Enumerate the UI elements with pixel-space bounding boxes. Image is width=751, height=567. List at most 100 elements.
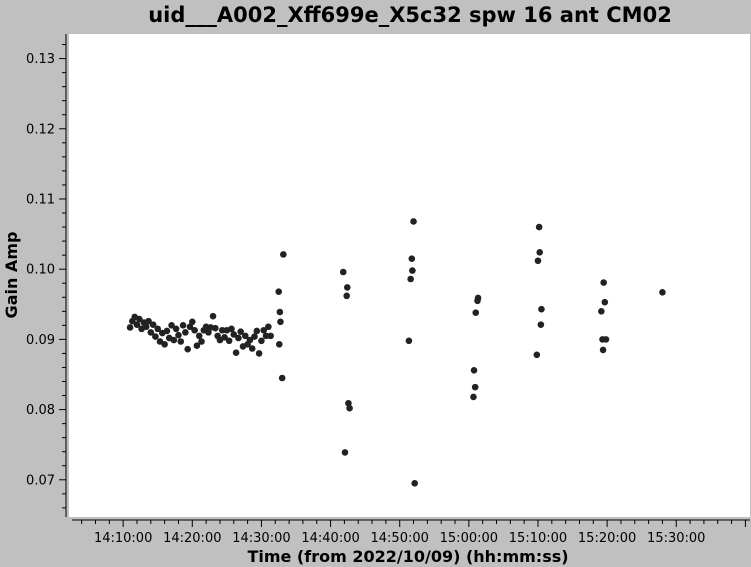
y-tick-label: 0.08	[26, 403, 55, 418]
x-tick-label: 14:40:00	[301, 531, 359, 546]
data-point	[209, 312, 217, 320]
x-axis: 14:10:00 14:20:00 14:30:00 14:40:00 14:50:00…	[72, 519, 750, 546]
y-axis-label: Gain Amp	[2, 232, 21, 319]
data-point	[408, 255, 416, 262]
data-point	[411, 480, 418, 487]
data-point	[168, 322, 175, 329]
data-point	[182, 329, 189, 336]
data-point	[188, 318, 196, 326]
data-point	[163, 327, 171, 335]
data-point	[195, 332, 203, 340]
data-point	[145, 317, 152, 325]
x-tick-label: 15:20:00	[578, 531, 636, 546]
data-point	[179, 322, 187, 329]
data-point	[228, 325, 235, 333]
y-tick-label: 0.09	[26, 333, 55, 348]
data-point	[339, 268, 347, 276]
data-point	[345, 399, 352, 407]
data-point	[537, 321, 545, 328]
data-point	[275, 340, 283, 348]
data-point	[184, 345, 191, 353]
data-point	[212, 324, 219, 332]
y-tick-label: 0.07	[26, 473, 55, 488]
data-point	[471, 383, 479, 391]
y-axis: 0.07 0.08 0.09 0.10 0.11 0.12 0.13	[26, 34, 67, 517]
data-point	[175, 331, 182, 339]
data-point	[230, 331, 238, 338]
data-points	[126, 218, 666, 487]
x-axis-label: Time (from 2022/10/09) (hh:mm:ss)	[247, 547, 568, 566]
data-point	[405, 337, 413, 345]
data-point	[235, 334, 242, 342]
data-point	[343, 292, 351, 300]
data-point	[341, 449, 349, 456]
data-point	[260, 326, 268, 334]
data-point	[275, 288, 283, 295]
data-point	[205, 329, 212, 336]
data-point	[659, 289, 666, 296]
data-point	[253, 327, 261, 335]
data-point	[142, 323, 150, 331]
data-point	[198, 338, 205, 345]
data-point	[538, 305, 545, 313]
data-point	[154, 325, 162, 333]
data-point	[133, 321, 141, 328]
data-point	[135, 315, 143, 323]
data-point	[280, 251, 287, 258]
data-point	[232, 349, 240, 357]
chart-title: uid___A002_Xff699e_X5c32 spw 16 ant CM02	[148, 3, 672, 27]
data-point	[170, 336, 178, 344]
data-point	[535, 223, 543, 231]
x-tick-label: 14:30:00	[232, 531, 290, 546]
data-point	[346, 404, 353, 412]
y-tick-label: 0.12	[26, 122, 55, 137]
data-point	[599, 346, 607, 354]
data-point	[177, 338, 185, 345]
data-point	[147, 329, 155, 336]
data-point	[265, 323, 272, 331]
data-point	[276, 308, 284, 316]
y-tick-label: 0.10	[26, 263, 55, 278]
x-tick-label: 14:50:00	[371, 531, 429, 546]
data-point	[251, 333, 258, 340]
data-point	[470, 366, 478, 374]
x-tick-label: 14:10:00	[94, 531, 152, 546]
data-point	[602, 336, 610, 343]
data-point	[246, 336, 254, 344]
data-point	[600, 279, 607, 286]
y-tick-label: 0.13	[26, 52, 55, 67]
x-tick-label: 15:30:00	[647, 531, 705, 546]
data-point	[262, 332, 270, 340]
data-point	[248, 345, 256, 352]
data-point	[534, 257, 542, 265]
data-point	[161, 340, 168, 348]
data-point	[536, 249, 544, 256]
data-point	[126, 324, 134, 331]
data-point	[193, 342, 201, 350]
data-point	[278, 374, 286, 382]
data-point	[410, 218, 417, 225]
data-point	[472, 309, 480, 317]
data-point	[601, 298, 609, 306]
data-point	[172, 325, 180, 333]
data-point	[186, 323, 194, 331]
data-point	[409, 267, 416, 274]
plot-area	[69, 34, 750, 517]
data-point	[218, 326, 226, 334]
data-point	[470, 393, 477, 401]
data-point	[258, 337, 265, 345]
data-point	[343, 284, 351, 291]
data-point	[474, 294, 482, 302]
x-tick-label: 14:20:00	[163, 531, 221, 546]
data-point	[267, 332, 274, 340]
y-tick-label: 0.11	[26, 192, 55, 207]
data-point	[533, 351, 541, 359]
data-point	[221, 333, 228, 341]
x-tick-label: 15:10:00	[509, 531, 567, 546]
data-point	[149, 321, 157, 328]
data-point	[277, 318, 284, 326]
data-point	[191, 326, 198, 334]
data-point	[598, 308, 605, 315]
data-point	[407, 275, 414, 283]
